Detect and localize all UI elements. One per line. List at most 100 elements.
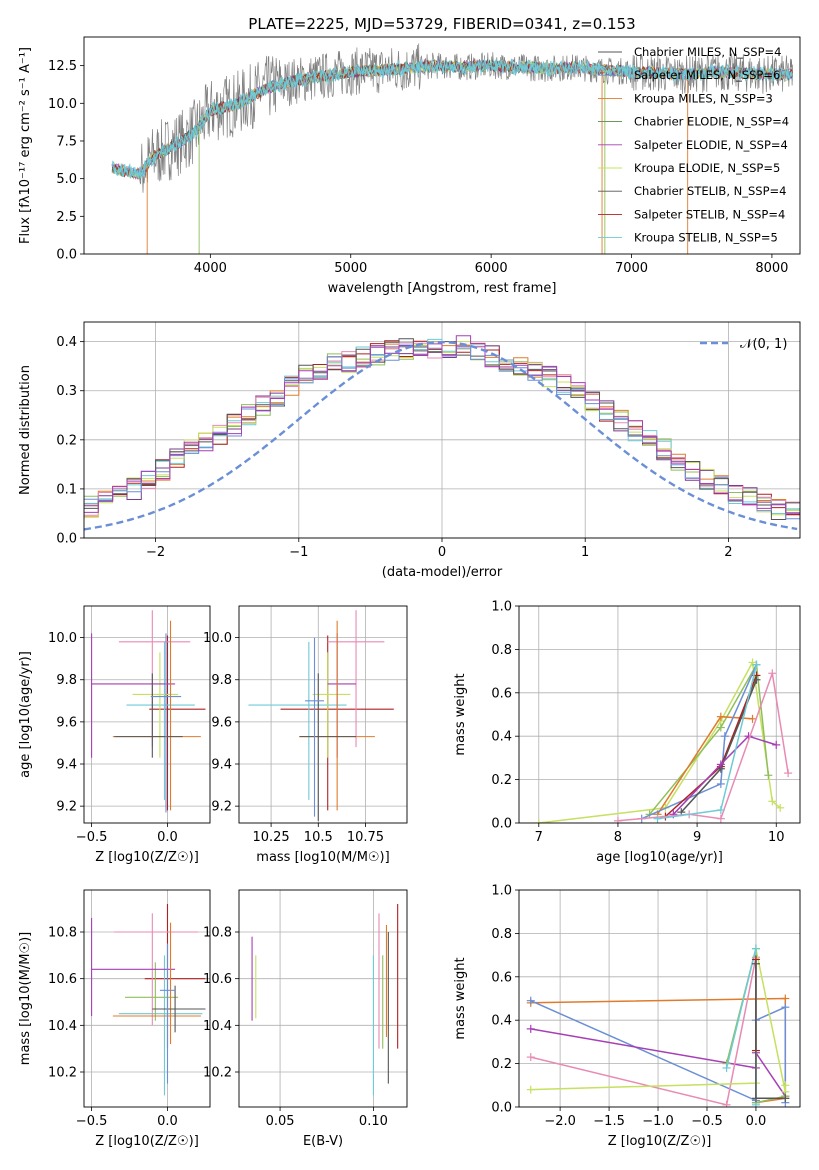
data-point	[159, 943, 176, 1084]
y-tick-label: 0.2	[491, 1057, 512, 1072]
x-tick-label: 8000	[755, 261, 788, 276]
x-tick-label: −1	[289, 545, 308, 560]
y-tick-label: 0.8	[491, 643, 512, 658]
y-tick-label: 9.4	[211, 758, 232, 773]
histogram-8	[84, 345, 800, 520]
y-tick-label: 2.5	[56, 210, 77, 225]
y-tick-label: 0.2	[491, 773, 512, 788]
panel-mass-vs-EBV: 0.05 0.10 10.2 10.4 10.6 10.8 E(B-V)	[203, 889, 408, 1149]
axes-frame	[83, 889, 211, 1108]
data-point	[150, 633, 182, 813]
histogram-3	[84, 340, 800, 520]
series-line-0	[538, 660, 781, 823]
y-tick-label: 0.0	[56, 532, 77, 547]
y-tick-label: 1.0	[491, 600, 512, 615]
series-marker	[781, 1094, 790, 1103]
series-marker	[751, 1094, 760, 1103]
y-tick-label: 7.5	[56, 134, 77, 149]
plot-area-mass-vs-Z	[84, 890, 210, 1107]
y-tick-label: 0.4	[491, 730, 512, 745]
series-marker	[768, 797, 777, 806]
chart-title: PLATE=2225, MJD=53729, FIBERID=0341, z=0…	[248, 15, 635, 33]
x-axis-label: wavelength [Angstrom, rest frame]	[328, 281, 557, 296]
legend-entry: Salpeter STELIB, N_SSP=4	[634, 207, 785, 221]
plot-area-spectrum	[111, 43, 794, 254]
series-marker	[720, 732, 729, 741]
plot-area-mass-weight-vs-Z	[519, 890, 800, 1107]
axes-frame	[83, 36, 801, 255]
series-marker	[781, 1003, 790, 1012]
normal-curve	[84, 341, 798, 531]
series-marker	[751, 944, 760, 953]
y-tick-label: 10.6	[48, 972, 77, 987]
legend-entry: Chabrier ELODIE, N_SSP=4	[634, 115, 789, 129]
data-point	[312, 652, 351, 758]
data-point	[305, 637, 324, 817]
axes-frame	[238, 889, 408, 1108]
x-tick-label: −0.5	[76, 1114, 108, 1129]
y-tick-label: 10.0	[48, 631, 77, 646]
series-marker	[768, 669, 777, 678]
plot-area-mass-vs-EBV	[239, 890, 407, 1107]
data-point	[327, 610, 385, 748]
x-tick-label: 0.05	[266, 1114, 295, 1129]
y-tick-label: 9.2	[211, 800, 232, 815]
y-tick-label: 9.8	[56, 673, 77, 688]
y-tick-label: 9.4	[56, 758, 77, 773]
legend-entry: Kroupa STELIB, N_SSP=5	[634, 231, 778, 245]
y-tick-label: 10.6	[203, 972, 232, 987]
legend-entry: Kroupa ELODIE, N_SSP=5	[634, 161, 780, 175]
series-marker	[764, 771, 773, 780]
plot-area-mass-weight-vs-age	[519, 606, 800, 823]
axes-frame	[83, 605, 211, 824]
data-point	[91, 918, 176, 1016]
legend-entry: Chabrier MILES, N_SSP=4	[634, 45, 781, 59]
series-marker	[526, 996, 535, 1005]
series-marker	[752, 675, 761, 684]
y-tick-label: 10.0	[203, 631, 232, 646]
x-tick-label: 0	[438, 545, 446, 560]
series-marker	[716, 723, 725, 732]
x-axis-label: age [log10(age/yr)]	[596, 850, 723, 865]
x-tick-label: 5000	[334, 261, 367, 276]
series-marker	[716, 814, 725, 823]
series-marker	[526, 1024, 535, 1033]
series-marker	[526, 1053, 535, 1062]
y-axis-label: mass weight	[453, 957, 468, 1039]
data-point	[118, 955, 203, 1096]
plot-area-residuals	[84, 322, 800, 538]
x-tick-label: −1.5	[593, 1114, 625, 1129]
series-line-2	[656, 715, 753, 815]
x-tick-label: 9	[693, 830, 701, 845]
histogram-1	[84, 341, 800, 520]
x-tick-label: 2	[724, 545, 732, 560]
panel-age-vs-mass: 10.25 10.5 10.75 9.2 9.4 9.6 9.8 10.0 mass [log1…	[203, 605, 408, 865]
x-tick-label: 8	[614, 830, 622, 845]
series-line-8	[755, 963, 786, 1100]
panel-age-vs-Z: −0.5 0.0 9.2 9.4 9.6 9.8 10.0 Z [log10(Z/Z☉)] ag…	[18, 605, 211, 865]
x-tick-label: 10.75	[347, 830, 384, 845]
plot-area-age-vs-mass	[239, 606, 407, 823]
series-marker	[534, 819, 543, 823]
x-tick-label: 0.0	[746, 1114, 767, 1129]
y-tick-label: 0.4	[56, 335, 77, 350]
legend-entry: Salpeter ELODIE, N_SSP=4	[634, 138, 788, 152]
panel-mass-weight-vs-age: 7 8 9 10 0.0 0.2 0.4 0.6 0.8 1.0 age [log10(age/yr…	[453, 600, 801, 865]
x-tick-label: 10.5	[304, 830, 333, 845]
y-tick-label: 9.6	[211, 715, 232, 730]
series-marker	[776, 803, 785, 812]
x-tick-label: 0.0	[157, 1114, 178, 1129]
data-point	[112, 620, 201, 811]
histogram-5	[84, 342, 800, 520]
series-line-7	[617, 673, 789, 822]
x-tick-label: −1.0	[642, 1114, 674, 1129]
x-tick-label: −2.0	[544, 1114, 576, 1129]
data-point	[248, 641, 347, 800]
y-tick-label: 0.4	[491, 1014, 512, 1029]
plot-area-age-vs-Z	[84, 606, 210, 823]
series-marker	[716, 779, 725, 788]
x-axis-label: Z [log10(Z/Z☉)]	[95, 1134, 199, 1149]
panel-mass-vs-Z: −0.5 0.0 10.2 10.4 10.6 10.8 Z [log10(Z/Z☉)] ma…	[18, 889, 211, 1149]
series-line-6	[672, 735, 777, 815]
